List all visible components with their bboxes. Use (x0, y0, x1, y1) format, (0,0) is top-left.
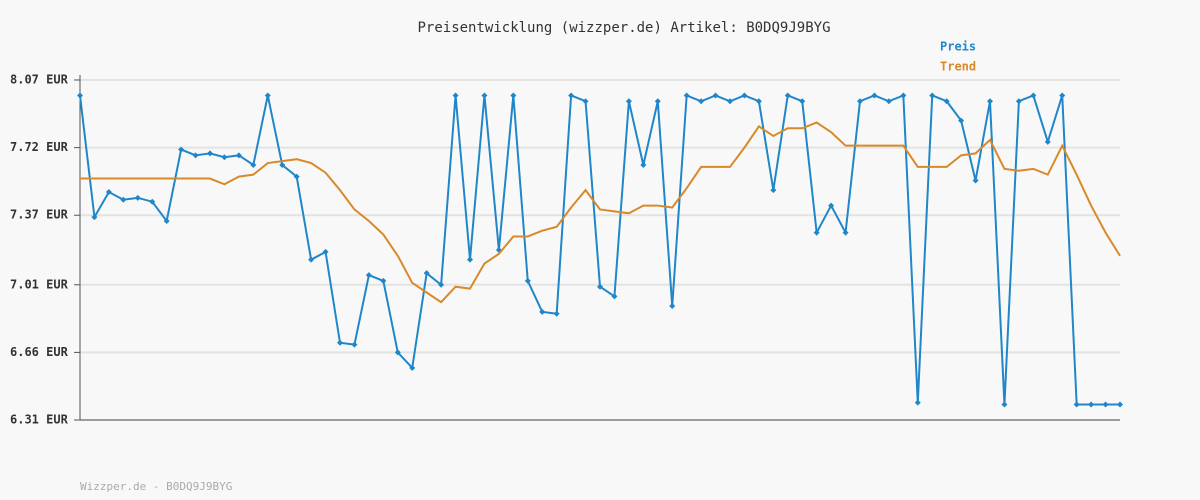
point-marker (1088, 401, 1095, 408)
point-marker (337, 339, 343, 346)
y-tick-label: 6.31 EUR (10, 413, 69, 427)
point-marker (553, 310, 560, 317)
point-marker (914, 399, 921, 406)
point-marker (640, 162, 647, 168)
series-line (79, 94, 1120, 406)
point-marker (524, 277, 531, 284)
point-marker (1102, 401, 1109, 408)
point-marker (91, 214, 98, 221)
point-marker (365, 272, 372, 279)
point-marker (900, 92, 907, 99)
point-marker (1015, 98, 1022, 105)
point-marker (1059, 92, 1066, 99)
point-marker (842, 229, 849, 236)
point-marker (727, 98, 733, 105)
point-marker (712, 92, 719, 99)
point-marker (857, 98, 863, 105)
point-marker (221, 154, 228, 161)
legend-entry: Preis (940, 40, 976, 54)
point-marker (683, 92, 690, 99)
y-tick-label: 8.07 EUR (10, 73, 69, 87)
point-marker (784, 92, 791, 99)
point-marker (568, 92, 575, 99)
point-marker (467, 256, 473, 263)
point-marker (192, 152, 199, 159)
point-marker (828, 202, 835, 209)
legend-entry: Trend (940, 60, 976, 74)
point-marker (105, 189, 112, 196)
y-tick-label: 6.66 EUR (10, 345, 69, 359)
point-marker (871, 92, 878, 99)
footer: Wizzper.de - B0DQ9J9BYG (80, 480, 232, 493)
point-marker (77, 92, 83, 99)
point-marker (943, 98, 950, 105)
point-marker (394, 349, 401, 356)
point-marker (770, 187, 777, 194)
point-marker (799, 98, 806, 105)
point-marker (423, 270, 430, 277)
point-marker (510, 92, 517, 99)
point-marker (539, 308, 546, 315)
point-marker (597, 283, 603, 290)
point-marker (409, 364, 416, 371)
point-marker (250, 162, 257, 168)
point-marker (322, 248, 329, 255)
point-marker (264, 92, 271, 99)
point-marker (1044, 138, 1051, 145)
point-marker (163, 218, 170, 225)
point-marker (438, 281, 445, 288)
point-marker (582, 98, 589, 105)
point-marker (207, 150, 213, 157)
y-tick-label: 7.01 EUR (10, 277, 69, 291)
point-marker (611, 293, 618, 300)
point-marker (625, 98, 632, 105)
chart-title: Preisentwicklung (wizzper.de) Artikel: B… (417, 20, 830, 36)
point-marker (755, 98, 762, 105)
point-marker (813, 229, 820, 236)
point-marker (698, 98, 705, 105)
point-marker (669, 303, 676, 310)
point-marker (654, 98, 661, 105)
point-marker (120, 196, 127, 203)
point-marker (929, 92, 936, 99)
point-marker (134, 194, 141, 201)
point-marker (741, 92, 748, 99)
y-tick-label: 7.37 EUR (10, 208, 69, 222)
point-marker (293, 173, 300, 180)
point-marker (351, 341, 358, 348)
point-marker (178, 146, 185, 153)
point-marker (380, 277, 387, 284)
point-marker (958, 117, 965, 124)
series-line (80, 121, 1121, 304)
point-marker (1073, 401, 1080, 408)
point-marker (987, 98, 993, 105)
point-marker (1117, 401, 1123, 408)
point-marker (149, 198, 156, 205)
point-marker (481, 92, 488, 99)
point-marker (308, 256, 315, 263)
point-marker (235, 152, 242, 159)
point-marker (1001, 401, 1008, 408)
point-marker (972, 177, 979, 184)
point-marker (885, 98, 892, 105)
point-marker (279, 162, 286, 168)
point-marker (1030, 92, 1037, 99)
y-tick-label: 7.72 EUR (10, 140, 69, 154)
point-marker (452, 92, 459, 99)
